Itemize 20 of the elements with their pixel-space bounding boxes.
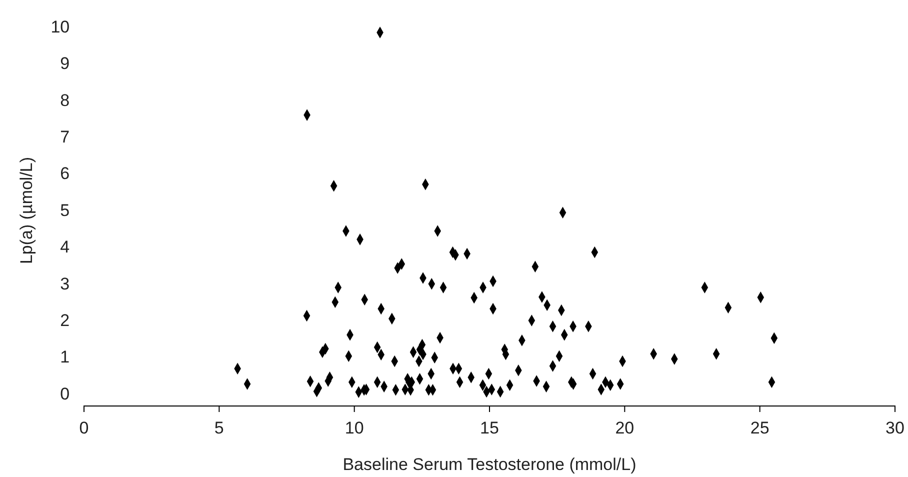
y-tick-label: 3 [60, 274, 70, 294]
y-tick-label: 6 [60, 164, 70, 184]
x-tick-label: 15 [480, 418, 499, 438]
x-tick-label: 30 [886, 418, 904, 438]
y-tick-label: 10 [50, 17, 70, 36]
x-tick-label: 5 [214, 418, 224, 438]
y-tick-label: 9 [60, 54, 70, 74]
y-axis-title: Lp(a) (µmol/L) [17, 156, 36, 264]
y-tick-label: 0 [60, 384, 70, 404]
x-axis-title: Baseline Serum Testosterone (mmol/L) [342, 455, 636, 474]
x-tick-label: 20 [615, 418, 634, 438]
x-tick-label: 0 [79, 418, 89, 438]
x-tick-label: 25 [750, 418, 770, 438]
y-tick-label: 7 [60, 128, 70, 147]
y-tick-label: 8 [60, 90, 70, 110]
y-tick-label: 5 [60, 200, 70, 220]
x-tick-label: 10 [344, 418, 364, 438]
y-tick-label: 4 [60, 238, 70, 257]
y-tick-label: 1 [60, 348, 70, 367]
y-tick-label: 2 [60, 310, 70, 330]
